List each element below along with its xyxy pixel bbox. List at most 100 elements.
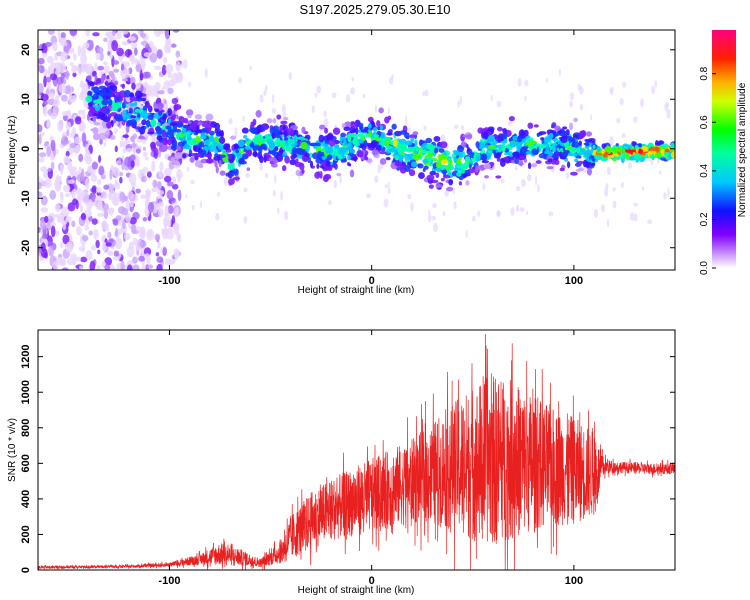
- colorbar-tick-label: 0.2: [699, 212, 710, 226]
- spectrogram-blob: [106, 75, 110, 80]
- spectrogram-blob: [372, 127, 378, 132]
- spectrogram-blob: [325, 133, 334, 141]
- colorbar-gradient: [712, 30, 736, 268]
- spectrogram-blob: [558, 151, 563, 158]
- spectrogram-blob: [490, 94, 493, 102]
- spectrogram-blob: [173, 248, 180, 260]
- spectrogram-blob: [108, 238, 114, 243]
- spectrogram-blob: [93, 99, 101, 104]
- spectrogram-blob: [97, 65, 105, 71]
- spectrogram-blob: [616, 117, 621, 124]
- spectrogram-blob: [208, 130, 215, 136]
- spectrogram-blob: [343, 126, 351, 132]
- spectrogram-blob: [177, 175, 181, 184]
- spectrogram-blob: [83, 100, 89, 108]
- spectrogram-blob: [294, 161, 303, 168]
- spectrogram-blob: [61, 94, 68, 102]
- spectrogram-blob: [381, 141, 385, 147]
- spectrogram-blob: [89, 260, 96, 270]
- spectrogram-blob: [426, 174, 435, 181]
- spectrogram-blob: [497, 126, 503, 132]
- spectrogram-blob: [42, 233, 49, 239]
- spectrogram-blob: [186, 134, 192, 141]
- spectrogram-blob: [444, 190, 450, 197]
- spectrogram-blob: [245, 173, 250, 178]
- spectrogram-blob: [52, 41, 58, 52]
- spectrogram-blob: [507, 121, 513, 127]
- spectrogram-blob: [116, 30, 122, 40]
- spectrogram-blob: [176, 131, 182, 138]
- spectrogram-blob: [49, 73, 58, 81]
- spectrogram-blob: [520, 178, 526, 188]
- spectrogram-blob: [566, 161, 571, 169]
- spectrogram-blob: [258, 146, 263, 155]
- spectrogram-blob: [114, 227, 119, 238]
- spectrogram-blob: [333, 180, 337, 189]
- spectrogram-blob: [38, 83, 44, 94]
- spectrogram-blob: [612, 187, 616, 192]
- spectrogram-blob: [97, 249, 101, 255]
- spectrogram-blob: [59, 37, 67, 43]
- spectrogram-blob: [607, 218, 610, 228]
- spectrogram-blob: [151, 160, 156, 172]
- spectrogram-blob: [125, 199, 131, 211]
- colorbar-tick-label: 0.8: [699, 66, 710, 80]
- spectrogram-blob: [549, 132, 554, 139]
- spectrogram-blob: [74, 136, 82, 145]
- spectrogram-blob: [116, 228, 123, 235]
- spectrogram-blob: [668, 148, 673, 152]
- spectrogram-blob: [322, 175, 329, 183]
- spectrogram-blob: [173, 104, 182, 110]
- spectrogram-blob: [139, 229, 146, 241]
- spectrogram-blob: [441, 169, 448, 175]
- spectrogram-blob: [82, 113, 86, 120]
- spectrogram-blob: [409, 134, 415, 139]
- spectrogram-blob: [551, 146, 557, 153]
- spectrogram-blob: [90, 174, 98, 182]
- spectrogram-blob: [534, 175, 538, 186]
- spectrogram-blob: [38, 176, 41, 182]
- spectrogram-blob: [424, 89, 429, 97]
- spectrogram-blob: [170, 156, 176, 163]
- spectrogram-blob: [464, 169, 470, 175]
- spectrogram-blob: [50, 161, 55, 170]
- spectrogram-blob: [111, 85, 118, 91]
- spectrogram-blob: [555, 132, 560, 137]
- spectrogram-blob: [144, 71, 151, 79]
- spectrogram-blob: [130, 135, 135, 143]
- spectrogram-blob: [218, 160, 222, 168]
- spectrogram-blob: [345, 94, 351, 103]
- spectrogram-blob: [560, 130, 568, 138]
- spectrogram-blob: [148, 90, 156, 97]
- spectrogram-blob: [175, 50, 181, 58]
- spectrogram-blob: [42, 100, 48, 106]
- spectrogram-blob: [103, 142, 107, 147]
- spectrogram-blob: [559, 167, 565, 172]
- spectrogram-blob: [48, 245, 54, 257]
- spectrogram-blob: [606, 166, 611, 176]
- spectrogram-blob: [157, 240, 161, 250]
- spectrogram-blob: [118, 156, 122, 166]
- spectrogram-blob: [43, 75, 47, 88]
- spectrogram-blob: [150, 141, 156, 149]
- spectrogram-blob: [46, 55, 54, 64]
- spectrogram-blob: [585, 131, 593, 137]
- spectrogram-blob: [167, 181, 174, 187]
- spectrogram-blob: [468, 163, 472, 169]
- spectrogram-blob: [57, 120, 64, 133]
- spectrogram-blob: [74, 116, 82, 125]
- spectrogram-blob: [120, 68, 128, 80]
- spectrogram-blob: [527, 122, 534, 129]
- spectrogram-blob: [174, 207, 179, 218]
- snr-frame: [37, 329, 676, 571]
- spectrogram-blob: [166, 216, 172, 228]
- spectrogram-blob: [219, 154, 226, 158]
- spectrogram-blob: [429, 170, 437, 176]
- spectrogram-blob: [324, 127, 329, 134]
- spectrogram-blob: [575, 147, 581, 154]
- spectrogram-blob: [69, 62, 74, 67]
- spectrogram-blob: [154, 108, 160, 113]
- spectrogram-blob: [314, 92, 318, 98]
- spectrogram-blob: [171, 72, 179, 85]
- spectrogram-blob: [241, 127, 249, 134]
